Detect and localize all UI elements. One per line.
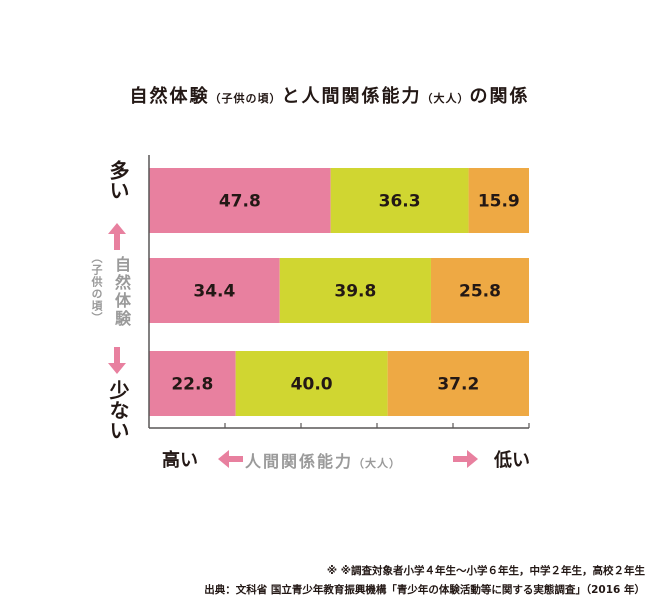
bar-value-label-1-1: 47.8 (219, 192, 261, 212)
survey-note: ※ ※調査対象者小学４年生〜小学６年生，中学２年生，高校２年生 (326, 565, 645, 577)
arrow-down-icon (108, 347, 126, 374)
title-part-5: の関係 (469, 86, 530, 107)
x-axis-metric-sub: （大人） (353, 457, 402, 470)
y-axis-low-label: 少ない (106, 380, 130, 440)
x-axis-low-label: 低い (494, 450, 530, 471)
bar-segment-2-3 (430, 258, 529, 323)
chart-title: 自然体験（子供の頃）と人間関係能力（大人）の関係 (0, 82, 659, 108)
bar-value-label-3-2: 40.0 (291, 375, 333, 395)
bar-segment-3-3 (387, 351, 529, 416)
x-axis-metric-label: 人間関係能力（大人） (245, 448, 401, 472)
bars-group: 47.8 36.3 15.9 34.4 39.8 25.8 22.8 40.0 37.2 (149, 168, 529, 416)
bar-value-label-2-1: 34.4 (193, 282, 235, 302)
title-part-1: 自然体験 (129, 86, 210, 107)
bar-segment-3-1 (149, 351, 236, 416)
arrow-up-icon (108, 223, 126, 250)
bar-segment-1-3 (468, 168, 529, 233)
bar-value-label-3-1: 22.8 (171, 375, 213, 395)
x-axis-metric: 人間関係能力 (245, 452, 354, 471)
y-axis-metric: 自然体験 (112, 256, 131, 328)
y-axis-metric-sub: （子供の頃） (90, 252, 103, 324)
x-axis-ticks (224, 423, 530, 428)
title-part-4: （大人） (421, 92, 470, 105)
title-part-3: と人間関係能力 (281, 86, 422, 107)
y-axis-high-label: 多い (106, 160, 130, 200)
bar-value-label-2-2: 39.8 (334, 282, 376, 302)
bar-segment-3-2 (235, 351, 388, 416)
bar-segment-2-2 (279, 258, 431, 323)
arrows-group (108, 223, 478, 468)
arrow-left-icon (218, 450, 243, 468)
arrow-right-icon (453, 450, 478, 468)
bar-value-label-2-3: 25.8 (459, 282, 501, 302)
bar-segment-1-1 (149, 168, 331, 233)
bar-value-label-1-3: 15.9 (478, 192, 520, 212)
source-note: 出典：文科省 国立青少年教育振興機構「青少年の体験活動等に関する実態調査」（20… (204, 584, 645, 596)
bar-value-label-1-2: 36.3 (379, 192, 421, 212)
x-axis-high-label: 高い (162, 450, 198, 471)
bar-segment-2-1 (149, 258, 280, 323)
title-part-2: （子供の頃） (209, 92, 282, 105)
bar-value-label-3-3: 37.2 (437, 375, 479, 395)
bar-segment-1-2 (330, 168, 469, 233)
